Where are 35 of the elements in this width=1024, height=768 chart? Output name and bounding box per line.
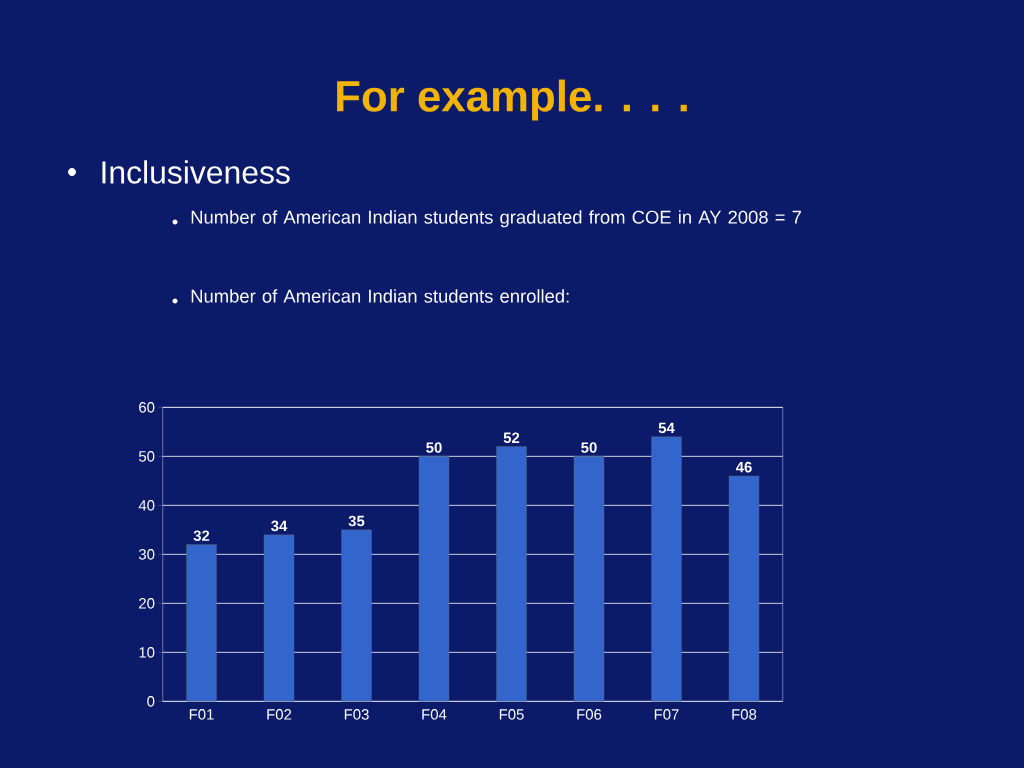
data-label: 50 bbox=[426, 442, 442, 453]
bar bbox=[651, 436, 682, 702]
bar bbox=[496, 446, 527, 702]
chart-title: For example. . . . bbox=[337, 79, 687, 121]
bar bbox=[263, 534, 295, 702]
y-tick-label: 0 bbox=[147, 696, 155, 707]
data-label: 46 bbox=[735, 461, 752, 473]
y-tick-label: 10 bbox=[139, 647, 155, 658]
y-tick-label: 20 bbox=[139, 598, 155, 609]
data-label: 52 bbox=[503, 432, 520, 444]
x-tick-label: F05 bbox=[499, 709, 524, 720]
x-tick-label: F04 bbox=[422, 709, 447, 720]
data-label: 54 bbox=[658, 422, 675, 434]
data-label: 50 bbox=[581, 442, 597, 453]
y-tick-label: 30 bbox=[138, 549, 155, 560]
bar bbox=[573, 456, 605, 702]
text: Number of American Indian students enrolled: bbox=[191, 289, 569, 303]
bar bbox=[341, 529, 372, 702]
x-tick-label: F03 bbox=[344, 709, 369, 720]
x-tick-label: F08 bbox=[732, 709, 757, 720]
text: Number of American Indian students graduated from COE in AY 2008 = 7 bbox=[191, 210, 801, 228]
bar bbox=[418, 456, 450, 702]
y-tick-label: 60 bbox=[139, 402, 155, 413]
x-tick-label: F01 bbox=[189, 709, 214, 720]
data-label: 32 bbox=[193, 530, 210, 542]
x-tick-label: F06 bbox=[577, 709, 602, 720]
bar bbox=[728, 475, 760, 702]
x-tick-label: F07 bbox=[654, 709, 679, 720]
y-tick-label: 50 bbox=[138, 451, 155, 462]
x-tick-label: F02 bbox=[267, 709, 292, 720]
y-tick-label: 40 bbox=[138, 500, 155, 511]
data-label: 34 bbox=[271, 520, 288, 532]
chart-subtitle: Inclusiveness bbox=[102, 160, 290, 184]
data-label: 35 bbox=[348, 515, 365, 527]
bar bbox=[186, 544, 217, 702]
